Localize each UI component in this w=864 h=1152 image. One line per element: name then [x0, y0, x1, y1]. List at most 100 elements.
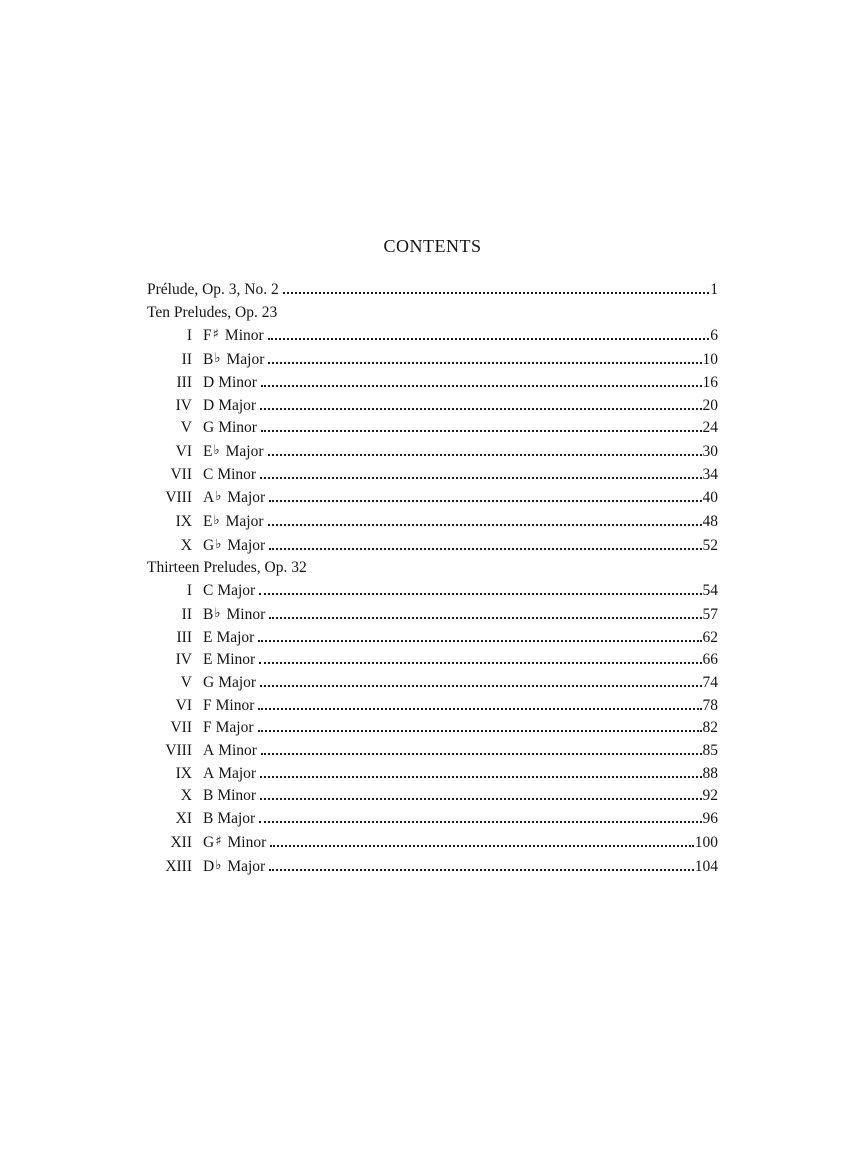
key-quality: Minor [216, 651, 256, 669]
key-note: G [203, 536, 215, 554]
key-quality: Minor [218, 419, 257, 437]
toc-entry-key: C Major [203, 580, 255, 603]
toc-entry: XIII D♭ Major 104 [147, 855, 718, 879]
dot-leader [260, 476, 702, 479]
dot-leader [260, 798, 702, 801]
toc-entry-page-number: 74 [702, 673, 719, 691]
dot-leader [260, 430, 702, 433]
toc-entry-page-number: 88 [702, 764, 719, 782]
key-quality: Major [226, 351, 265, 369]
toc-entry-numeral: XIII [165, 857, 192, 875]
dot-leader [258, 639, 702, 642]
toc-entry: IX A Major 88 [147, 763, 718, 786]
key-quality: Major [215, 719, 254, 737]
key-note: C [203, 465, 214, 483]
key-quality: Minor [224, 327, 264, 345]
toc-entry: III E Major 62 [147, 627, 719, 650]
dot-leader [269, 547, 702, 550]
dot-leader [258, 707, 702, 710]
key-note: E [203, 442, 213, 460]
toc-entry-page-number: 6 [710, 327, 718, 345]
toc-entry-page-number: 24 [702, 419, 719, 437]
toc-entry-key: B Minor [203, 785, 256, 808]
toc-entry-key: D♭ Major [203, 855, 265, 879]
toc-entry: V G Minor 24 [147, 417, 718, 440]
toc-entry: III D Minor 16 [147, 372, 719, 395]
toc-entry-page-number: 104 [694, 857, 718, 875]
key-quality: Minor [217, 465, 257, 483]
accidental-icon: ♭ [215, 489, 222, 505]
toc-entry-key: G♯ Minor [203, 831, 266, 855]
dot-leader [259, 593, 702, 596]
key-quality: Major [227, 857, 266, 875]
key-note: A [203, 764, 215, 782]
toc-entry-numeral: IV [175, 396, 192, 414]
toc-entry-key: F Major [203, 717, 254, 740]
accidental-icon: ♯ [215, 833, 222, 849]
key-note: F [203, 327, 212, 345]
toc-entry-numeral: IX [175, 513, 192, 531]
toc-entry-page-number: 100 [694, 833, 718, 851]
key-note: C [203, 582, 214, 600]
key-note: B [203, 351, 214, 369]
toc-entry: I C Major 54 [147, 580, 718, 603]
toc-entry-numeral: V [180, 673, 192, 691]
toc-section-heading: Ten Preludes, Op. 23 [147, 302, 718, 325]
toc-entry-key: B♭ Major [203, 348, 264, 372]
toc-entry: VI F Minor 78 [147, 695, 718, 718]
key-quality: Major [225, 442, 264, 460]
key-quality: Major [227, 489, 266, 507]
toc-entry-numeral: VIII [165, 742, 192, 760]
toc-entry-numeral: I [186, 327, 192, 345]
accidental-icon: ♭ [215, 536, 222, 552]
key-quality: Minor [226, 605, 266, 623]
toc-entry-numeral: IV [175, 651, 192, 669]
key-quality: Major [218, 764, 257, 782]
key-quality: Major [217, 582, 256, 600]
toc-entry-page-number: 85 [702, 742, 719, 760]
dot-leader [259, 662, 702, 665]
toc-entry: XI B Major 96 [147, 808, 718, 831]
dot-leader [260, 384, 702, 387]
toc-entry-key: E♭ Major [203, 510, 264, 534]
accidental-icon: ♯ [212, 327, 219, 343]
toc-entry-page-number: 96 [702, 810, 719, 828]
toc-section-label: Ten Preludes, Op. 23 [147, 303, 278, 321]
toc-entry-label: Prélude, Op. 3, No. 2 [147, 281, 279, 298]
key-note: A [203, 489, 215, 507]
toc-entry-numeral: X [180, 787, 192, 805]
toc-entry-page-number: 34 [702, 465, 719, 483]
toc-entry-key: C Minor [203, 464, 256, 487]
toc-section-heading: Thirteen Preludes, Op. 32 [147, 557, 718, 580]
toc-section-label: Thirteen Preludes, Op. 32 [147, 559, 307, 577]
toc-entry-key: G Major [203, 672, 256, 695]
toc-entry-key: B♭ Minor [203, 603, 265, 627]
key-note: A [203, 742, 215, 760]
dot-leader [282, 292, 710, 294]
key-quality: Major [216, 628, 255, 646]
dot-leader [260, 775, 702, 778]
key-note: D [203, 373, 215, 391]
toc-entry: II B♭ Minor 57 [147, 603, 718, 627]
key-note: B [203, 605, 214, 623]
page-title: CONTENTS [383, 236, 482, 256]
toc-entry: IX E♭ Major 48 [147, 510, 718, 534]
key-note: G [203, 419, 215, 437]
toc-entry: VII F Major 82 [147, 717, 718, 740]
dot-leader [270, 844, 694, 847]
toc-entry-key: A♭ Major [203, 486, 265, 510]
toc-entry-key: E Minor [203, 649, 255, 672]
key-note: E [203, 628, 213, 646]
toc-entry-key: E Major [203, 627, 254, 650]
dot-leader [257, 730, 702, 733]
dot-leader [267, 453, 702, 456]
toc-entry: VII C Minor 34 [147, 464, 718, 487]
toc-entries: Prélude, Op. 3, No. 2 1 Ten Preludes, Op… [147, 279, 718, 878]
key-note: F [203, 696, 212, 714]
toc-entry-page-number: 48 [702, 513, 719, 531]
dot-leader [269, 616, 702, 619]
toc-entry-numeral: VII [170, 719, 192, 737]
toc-entry-page-number: 82 [702, 719, 719, 737]
toc-entry-numeral: I [186, 582, 192, 600]
accidental-icon: ♭ [213, 513, 220, 529]
